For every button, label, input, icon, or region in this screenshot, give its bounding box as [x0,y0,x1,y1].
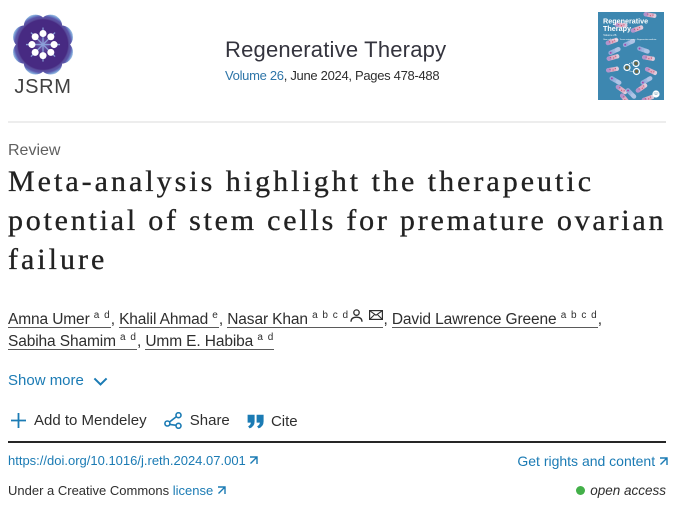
svg-text:Stem cell therapy - Tissue eng: Stem cell therapy - Tissue engineering -… [603,38,656,41]
svg-text:Volume 26: Volume 26 [603,33,617,37]
svg-text:Regenerative: Regenerative [603,17,648,26]
svg-text:Therapy: Therapy [603,24,631,33]
